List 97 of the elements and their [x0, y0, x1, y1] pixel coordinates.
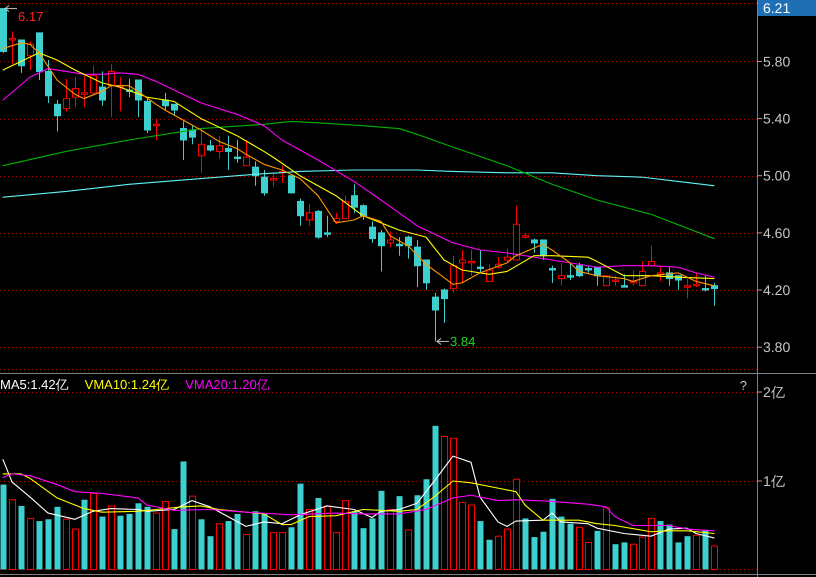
bar: [658, 521, 664, 570]
y-tick-label: 4.20: [763, 282, 790, 298]
bar: [513, 478, 520, 570]
bar: [405, 529, 412, 570]
bar: [585, 542, 592, 570]
bar: [450, 438, 457, 570]
bar: [216, 523, 223, 570]
bar: [702, 530, 708, 570]
bar: [568, 524, 574, 570]
bar: [630, 544, 637, 570]
bar: [478, 521, 484, 570]
bar: [342, 500, 349, 570]
bar: [639, 536, 646, 570]
bar: [136, 503, 142, 570]
bar: [324, 505, 331, 570]
bar: [288, 527, 294, 570]
bar: [9, 499, 16, 570]
bar: [414, 495, 420, 570]
y-tick-label: 1亿: [763, 473, 785, 490]
bar: [144, 506, 150, 570]
bar: [333, 532, 340, 570]
bar: [693, 534, 700, 570]
bar: [72, 528, 79, 570]
text: VMA20:1.20亿: [185, 377, 270, 392]
line-series: [2, 456, 715, 539]
bar: [18, 506, 24, 570]
text: MA5:1.42亿: [0, 377, 69, 392]
bar: [189, 496, 196, 570]
bar: [208, 536, 214, 570]
bar: [648, 518, 655, 570]
y-tick-label: 4.60: [763, 224, 790, 241]
bar: [352, 511, 358, 570]
bar: [90, 492, 97, 570]
bar: [459, 502, 466, 570]
bar: [432, 426, 438, 570]
bar: [180, 461, 186, 570]
bar: [540, 532, 546, 570]
bar: [226, 521, 232, 570]
bar: [666, 524, 672, 570]
bar: [108, 505, 115, 570]
bar: [243, 534, 250, 570]
bar: [252, 511, 258, 570]
y-tick-label: 3.80: [763, 339, 790, 356]
annotation: 3.84: [450, 334, 476, 349]
bar: [594, 530, 600, 570]
bar: [684, 536, 690, 570]
bar: [441, 436, 448, 570]
bar: [387, 508, 394, 570]
bar: [54, 506, 60, 570]
bar: [153, 512, 160, 570]
bar: [576, 526, 583, 570]
bar: [198, 519, 204, 570]
y-tick-label: 5.40: [763, 110, 790, 127]
bar: [126, 514, 132, 570]
bar: [370, 518, 376, 570]
bar: [270, 532, 277, 570]
bar: [378, 490, 384, 570]
bar: [36, 521, 42, 570]
bar: [622, 542, 628, 570]
bar: [486, 540, 492, 570]
bar: [162, 500, 169, 570]
annotation: 6.17: [18, 9, 44, 24]
bar: [468, 504, 475, 570]
bar: [676, 542, 682, 570]
bar: [262, 514, 268, 570]
bar: [100, 516, 106, 570]
bar: [0, 484, 6, 570]
bar: [360, 528, 366, 570]
text: ?: [740, 378, 747, 393]
y-tick-label: 6.21: [763, 0, 790, 16]
bar: [27, 518, 34, 570]
bar: [424, 479, 430, 570]
text: VMA10:1.24亿: [84, 377, 170, 392]
y-tick-label: 5.00: [763, 168, 790, 184]
bar: [504, 528, 511, 570]
y-tick-label: 2亿: [763, 384, 785, 400]
bar: [558, 516, 564, 570]
bar: [603, 507, 610, 570]
bar: [306, 508, 313, 570]
bar: [234, 514, 240, 570]
bar: [550, 498, 556, 570]
bar: [316, 498, 322, 570]
bar: [46, 519, 52, 570]
bar: [522, 518, 528, 570]
bar: [298, 484, 304, 570]
bar: [396, 496, 402, 570]
bar: [532, 537, 538, 570]
y-tick-label: 5.80: [763, 53, 790, 70]
bar: [63, 518, 70, 570]
bar: [172, 529, 178, 570]
bar: [82, 500, 88, 570]
line-series: [2, 120, 715, 240]
bar: [495, 536, 502, 570]
bar: [279, 532, 286, 570]
bar: [711, 545, 718, 570]
bar: [118, 516, 124, 570]
bar: [612, 544, 618, 570]
